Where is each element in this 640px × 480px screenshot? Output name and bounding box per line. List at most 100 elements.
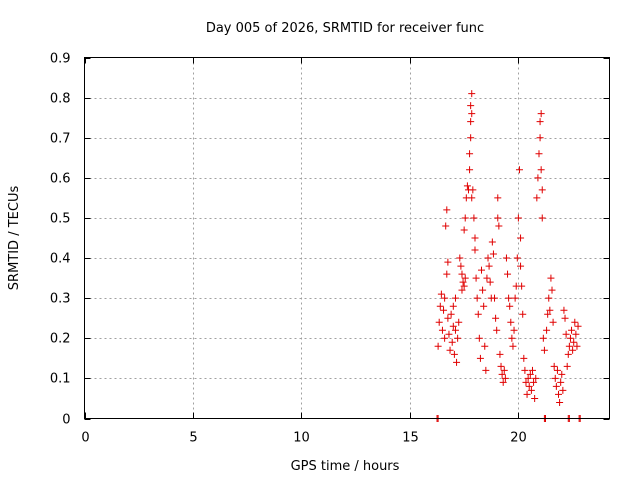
data-point [435, 318, 443, 326]
data-point [468, 194, 476, 202]
data-point [438, 326, 446, 334]
data-point [498, 370, 506, 378]
data-point [514, 214, 522, 222]
data-point [456, 254, 464, 262]
data-point [436, 302, 444, 310]
data-point [443, 270, 451, 278]
data-point [517, 234, 525, 242]
data-point [537, 166, 545, 174]
data-point [545, 294, 553, 302]
data-point [508, 334, 516, 342]
data-point [461, 214, 469, 222]
data-point [544, 310, 552, 318]
data-point [511, 294, 519, 302]
data-points [433, 90, 584, 422]
data-point [455, 318, 463, 326]
data-point [506, 302, 514, 310]
data-point [467, 102, 475, 110]
data-point [550, 362, 558, 370]
y-tick-label: 0 [62, 413, 70, 428]
data-point [553, 366, 561, 374]
data-point [437, 290, 445, 298]
data-point [468, 90, 476, 98]
data-point [513, 254, 521, 262]
data-point [543, 326, 551, 334]
data-point [459, 278, 467, 286]
data-point [449, 322, 457, 330]
y-tick-label: 0.6 [50, 172, 71, 187]
data-point [491, 294, 499, 302]
data-point [536, 134, 544, 142]
data-point [533, 194, 541, 202]
data-point [450, 350, 458, 358]
data-point [504, 270, 512, 278]
data-point [547, 274, 555, 282]
data-point [539, 334, 547, 342]
y-tick-label: 0.1 [50, 372, 71, 387]
data-point [528, 366, 536, 374]
data-point [531, 394, 539, 402]
data-point [441, 334, 449, 342]
data-point [460, 282, 468, 290]
data-point [510, 326, 518, 334]
data-point [493, 326, 501, 334]
data-point [555, 390, 563, 398]
data-point [458, 286, 466, 294]
data-point [566, 334, 574, 342]
data-point [488, 238, 496, 246]
data-point [479, 286, 487, 294]
data-point [532, 374, 540, 382]
data-point [562, 330, 570, 338]
y-tick-label: 0.9 [50, 52, 71, 67]
y-axis-label: SRMTID / TECUs [7, 186, 22, 291]
data-point [434, 342, 442, 350]
data-point [440, 306, 448, 314]
x-tick-label: 0 [81, 431, 89, 446]
data-point [509, 342, 517, 350]
data-point [523, 390, 531, 398]
data-point [561, 314, 569, 322]
data-point [483, 274, 491, 282]
data-point [443, 206, 451, 214]
data-point [454, 334, 462, 342]
data-point [496, 350, 504, 358]
data-point [457, 262, 465, 270]
y-tick-label: 0.5 [50, 212, 71, 227]
data-point [569, 346, 577, 354]
data-point [564, 350, 572, 358]
x-axis-label: GPS time / hours [291, 459, 400, 474]
data-point [526, 370, 534, 378]
data-point [472, 274, 480, 282]
data-point [524, 374, 532, 382]
data-point [546, 306, 554, 314]
data-point [471, 234, 479, 242]
data-point [441, 294, 449, 302]
data-point [461, 274, 469, 282]
data-point [525, 382, 533, 390]
x-tick-label: 15 [402, 431, 419, 446]
data-point [535, 150, 543, 158]
y-tick-label: 0.8 [50, 92, 71, 107]
data-point [492, 314, 500, 322]
data-point [548, 286, 556, 294]
data-point [560, 306, 568, 314]
data-point [466, 166, 474, 174]
data-point [538, 214, 546, 222]
data-point [471, 246, 479, 254]
data-point [552, 382, 560, 390]
data-point [474, 310, 482, 318]
data-point [449, 302, 457, 310]
data-point [444, 258, 452, 266]
data-point [481, 342, 489, 350]
y-axis-ticks: 0 0.1 0.2 0.3 0.4 0.5 0.6 0.7 0.8 0.9 [50, 52, 610, 428]
data-point [495, 222, 503, 230]
data-point [478, 266, 486, 274]
data-point [466, 150, 474, 158]
data-point [517, 262, 525, 270]
data-point [530, 378, 538, 386]
chart-title: Day 005 of 2026, SRMTID for receiver fun… [206, 21, 484, 36]
data-point [497, 362, 505, 370]
data-point [485, 262, 493, 270]
data-point [520, 354, 528, 362]
